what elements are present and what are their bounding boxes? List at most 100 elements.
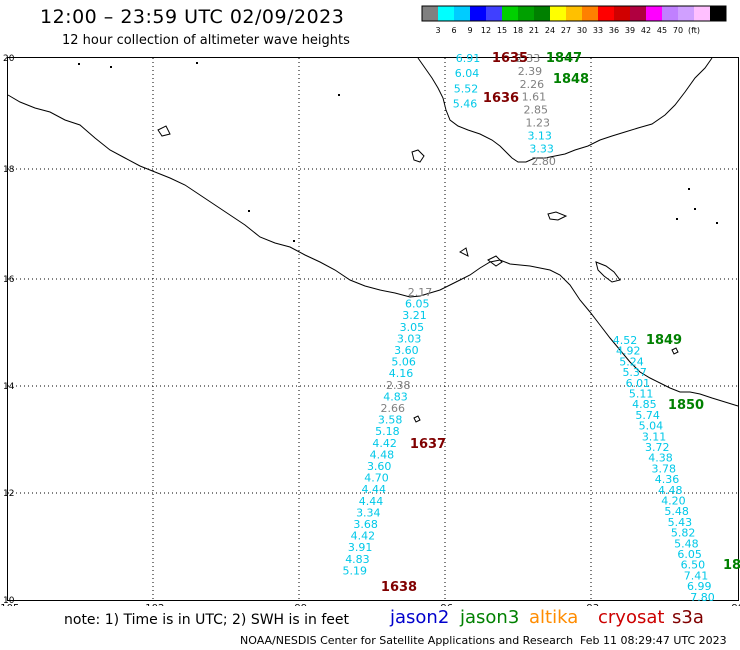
swh-value-label: 3.60 [394,344,419,357]
colorbar-tick-label: 45 [657,26,667,35]
swh-value-label: 1.23 [526,117,551,130]
longitude-tick-label: -102 [142,603,165,606]
lake-shape [411,149,425,163]
colorbar-tick-label: 27 [561,26,571,35]
swh-value-label: 5.11 [629,388,654,401]
swh-value-label: 4.92 [616,345,641,358]
colorbar-tick-label: 24 [545,26,555,35]
pass-time-label: 1635 [492,51,528,66]
colorbar-tick-label: 30 [577,26,587,35]
swh-value-label: 4.20 [661,495,686,508]
colorbar-swatch [438,6,454,21]
island-dot [676,218,678,220]
colorbar-swatch [678,6,694,21]
colorbar-tick-label: 33 [593,26,603,35]
swh-value-label: 6.91 [456,52,481,65]
latitude-tick-label: 12 [3,489,14,499]
swh-value-label: 3.34 [356,506,381,519]
pass-time-label: 1638 [381,580,417,595]
colorbar-border [421,5,727,22]
swh-value-label: 3.58 [378,414,403,427]
swh-value-label: 2.38 [386,379,411,392]
pacific-coastline [7,94,739,407]
generated-timestamp: Feb 11 08:29:47 UTC 2023 [580,634,727,647]
island-dot [248,210,250,212]
swh-value-label: 5.24 [619,355,644,368]
swh-value-label: 4.48 [370,448,395,461]
swh-value-label: 5.18 [375,425,400,438]
longitude-tick-label: -99 [291,603,307,606]
legend-jason3: jason3 [460,607,520,628]
colorbar-swatch [694,6,710,21]
swh-value-label: 6.05 [405,298,430,311]
colorbar-swatch [422,6,438,21]
colorbar-swatch [614,6,630,21]
island-dot [293,240,295,242]
swh-value-label: 3.11 [642,430,667,443]
colorbar-swatch [566,6,582,21]
colorbar-tick-label: (ft) [688,26,700,35]
swh-value-label: 2.26 [520,78,545,91]
swh-value-label: 3.72 [645,441,670,454]
swh-value-label: 1.61 [522,91,547,104]
swh-value-label: 2.66 [381,402,406,415]
colorbar-tick-label: 12 [481,26,491,35]
swh-value-label: 2.85 [524,104,549,117]
swh-value-label: 3.21 [402,309,427,322]
swh-value-label: 5.48 [674,537,699,550]
swh-value-label: 4.42 [351,530,376,543]
colorbar-tick-label: 36 [609,26,619,35]
latitude-tick-label: 14 [3,382,15,392]
island-shape [671,347,679,355]
swh-value-label: 6.05 [677,548,702,561]
swh-value-label: 5.19 [342,564,367,577]
swh-value-label: 5.43 [668,516,693,529]
swh-value-label: 4.44 [359,495,384,508]
colorbar-swatch [582,6,598,21]
lake-shape [487,255,503,267]
swh-value-label: 4.16 [389,367,414,380]
colorbar-tick-label: 42 [641,26,651,35]
swh-value-label: 6.01 [626,377,651,390]
swh-value-label: 5.82 [671,527,696,540]
swh-value-label: 5.04 [639,420,664,433]
swh-value-label: 2.80 [531,155,556,168]
swh-value-label: 3.03 [397,332,422,345]
latitude-tick-label: 10 [3,596,15,606]
colorbar-swatch [502,6,518,21]
wave-height-colorbar: 3 6 9 12 15 18 21 24 27 30 33 36 39 42 45 70 (ft) [421,5,727,35]
swh-value-label: 5.06 [391,356,416,369]
island-dot [688,188,690,190]
swh-value-label: 2.33 [516,52,541,65]
island-dot [338,94,340,96]
swh-value-label: 5.37 [622,366,647,379]
map-title: 12:00 – 23:59 UTC 02/09/2023 [40,6,345,28]
colorbar-swatch [630,6,646,21]
swh-value-label: 3.13 [527,129,552,142]
longitude-tick-label: -96 [437,603,453,606]
swh-value-label: 4.36 [655,473,680,486]
map-frame [7,57,739,601]
gulf-coastline [417,57,713,163]
swh-value-label: 4.48 [658,484,683,497]
swh-value-label: 5.74 [635,409,660,422]
swh-value-label: 3.68 [353,518,378,531]
longitude-tick-label: -105 [0,603,19,606]
swh-value-label: 3.05 [400,321,425,334]
swh-value-label: 4.44 [362,483,387,496]
colorbar-swatch [470,6,486,21]
swh-value-label: 3.78 [652,462,677,475]
swh-value-label: 2.39 [518,65,543,78]
island-dot [694,208,696,210]
longitude-tick-label: -90 [728,603,740,606]
pass-time-label: 1637 [410,437,446,452]
latitude-tick-label: 16 [3,275,15,285]
swh-value-label: 3.33 [529,142,554,155]
colorbar-tick-label: 3 [435,26,440,35]
swh-value-label: 7.80 [690,591,715,604]
footer-note: note: 1) Time is in UTC; 2) SWH is in fe… [64,612,350,628]
colorbar-tick-label: 39 [625,26,635,35]
legend-cryosat: cryosat [598,607,665,628]
colorbar-swatch [534,6,550,21]
island-dot [196,62,198,64]
